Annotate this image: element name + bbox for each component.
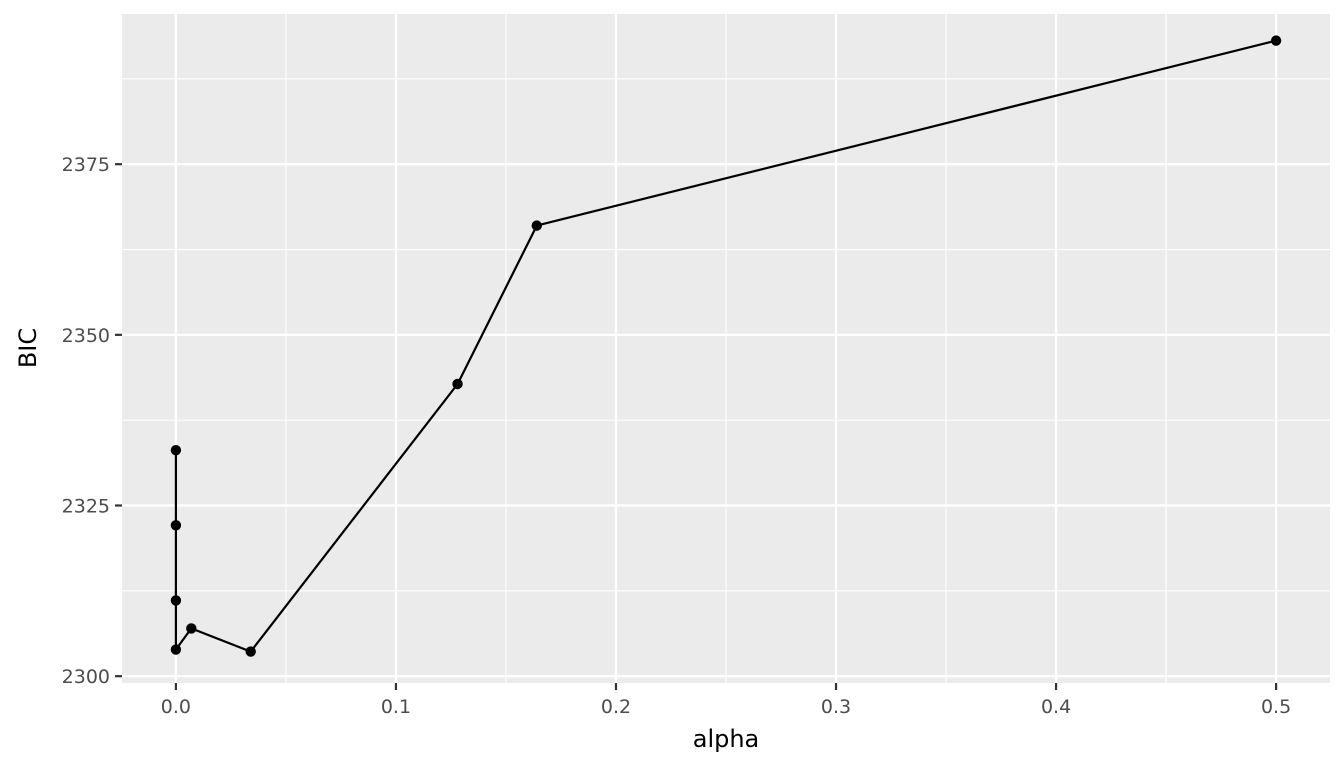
x-tick-label: 0.4 — [1041, 696, 1071, 718]
x-axis-title: alpha — [693, 725, 760, 753]
y-tick-label: 2375 — [62, 154, 110, 176]
data-point — [245, 646, 256, 657]
x-tick-label: 0.2 — [601, 696, 631, 718]
data-point — [1270, 35, 1282, 46]
x-tick-label: 0.5 — [1261, 696, 1291, 718]
data-point — [170, 445, 182, 456]
y-tick-label: 2325 — [62, 496, 110, 518]
minor-gridlines — [122, 14, 1330, 683]
data-point — [531, 220, 542, 231]
x-axis-tick-labels: 0.0 0.1 0.2 0.3 0.4 0.5 — [161, 696, 1291, 718]
data-point — [452, 378, 463, 390]
series-layer — [170, 35, 1282, 657]
x-tick-label: 0.0 — [161, 696, 191, 718]
data-point — [170, 595, 182, 606]
y-tick-label: 2350 — [62, 325, 110, 347]
x-tick-label: 0.1 — [381, 696, 411, 718]
y-axis-title: BIC — [14, 328, 42, 368]
y-axis-tick-labels: 2300 2325 2350 2375 — [62, 154, 110, 688]
axis-ticks — [115, 163, 1278, 690]
data-point — [170, 644, 182, 655]
data-point — [186, 623, 197, 634]
data-point — [170, 520, 182, 531]
y-tick-label: 2300 — [62, 666, 110, 688]
x-tick-label: 0.3 — [821, 696, 851, 718]
